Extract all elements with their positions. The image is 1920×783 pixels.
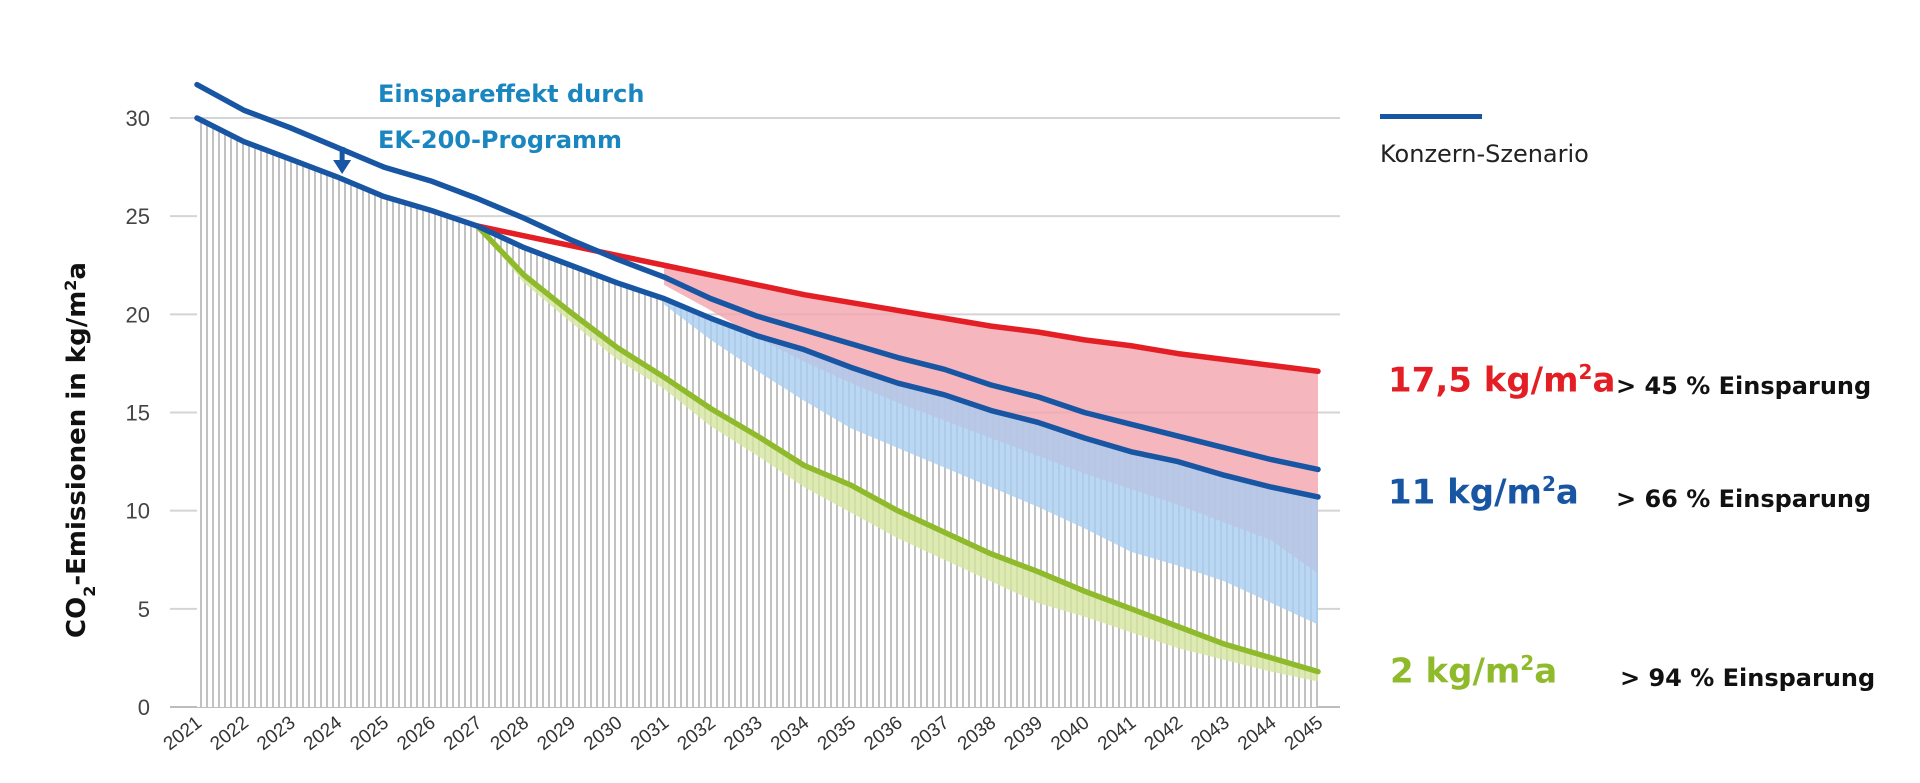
savings-arrow [333,147,352,174]
y-tick-5: 5 [138,597,150,622]
legend-line-swatch [1380,114,1482,119]
y-tick-25: 25 [126,204,150,229]
x-tick-2021: 2021 [160,712,206,755]
series-line-3 [474,223,1321,675]
hatched-area [197,118,1318,707]
target-blue-sup: 2 [1541,472,1556,496]
y-tick-0: 0 [138,695,150,720]
x-tick-2030: 2030 [580,712,626,755]
x-tick-2027: 2027 [440,712,486,755]
target-blue: 11 kg/m2a [1388,472,1579,512]
x-tick-2023: 2023 [253,712,299,755]
x-tick-2025: 2025 [347,712,393,755]
saving-blue: > 66 % Einsparung [1616,485,1872,513]
scenario-bands [477,225,1318,682]
x-tick-2043: 2043 [1187,712,1233,755]
annotation-line-2: EK-200-Programm [378,126,622,154]
series-line-2 [474,223,1321,375]
saving-red: > 45 % Einsparung [1616,372,1872,400]
target-green-value: 2 kg/m [1390,651,1521,692]
series-line-1 [194,115,1321,500]
series-line-0 [194,81,1321,473]
target-green-unit: a [1534,651,1558,692]
x-tick-2036: 2036 [860,712,906,755]
x-tick-2032: 2032 [674,712,720,755]
x-tick-2028: 2028 [487,712,533,755]
y-axis-label: CO2-Emissionen in kg/m2a [61,262,99,638]
y-label-part-2: -Emissionen in kg/m [62,291,92,586]
y-tick-20: 20 [126,302,150,327]
series-lines [194,81,1321,675]
x-axis-ticks: 2021 2022 2023 2024 2025 2026 2027 2028 2029 2030… [160,712,1327,755]
x-tick-2045: 2045 [1281,712,1327,755]
legend-label: Konzern-Szenario [1380,140,1589,168]
hatched-area-fill [197,118,1318,707]
x-tick-2042: 2042 [1141,712,1187,755]
x-tick-2022: 2022 [207,712,253,755]
target-green-sup: 2 [1520,651,1535,675]
x-tick-2035: 2035 [814,712,860,755]
x-tick-2044: 2044 [1234,712,1281,755]
x-tick-2040: 2040 [1047,712,1093,755]
target-blue-unit: a [1555,472,1579,513]
y-axis-ticks: 0 5 10 15 20 25 30 [126,106,150,720]
target-red-unit: a [1592,360,1616,401]
x-tick-2039: 2039 [1001,712,1047,755]
target-green: 2 kg/m2a [1390,651,1557,691]
x-tick-2041: 2041 [1094,712,1140,755]
y-label-part-3: 2 [61,280,80,291]
x-tick-2024: 2024 [300,712,347,755]
x-tick-2038: 2038 [954,712,1000,755]
target-blue-value: 11 kg/m [1388,472,1542,513]
y-label-part-0: CO [62,597,92,638]
annotation-line-1: Einspareffekt durch [378,80,644,108]
x-tick-2034: 2034 [767,712,814,755]
target-red-value: 17,5 kg/m [1388,360,1579,401]
x-tick-2037: 2037 [907,712,953,755]
y-tick-10: 10 [126,499,150,524]
x-tick-2033: 2033 [720,712,766,755]
band-1 [664,298,1318,625]
y-tick-30: 30 [126,106,150,131]
y-label-part-4: a [62,262,92,280]
target-red: 17,5 kg/m2a [1388,360,1615,400]
x-tick-2031: 2031 [627,712,673,755]
x-tick-2026: 2026 [393,712,439,755]
y-label-part-1: 2 [80,586,99,597]
x-tick-2029: 2029 [533,712,579,755]
y-tick-15: 15 [126,401,150,426]
target-red-sup: 2 [1578,360,1593,384]
arrow-head [333,160,352,174]
saving-green: > 94 % Einsparung [1620,664,1876,692]
